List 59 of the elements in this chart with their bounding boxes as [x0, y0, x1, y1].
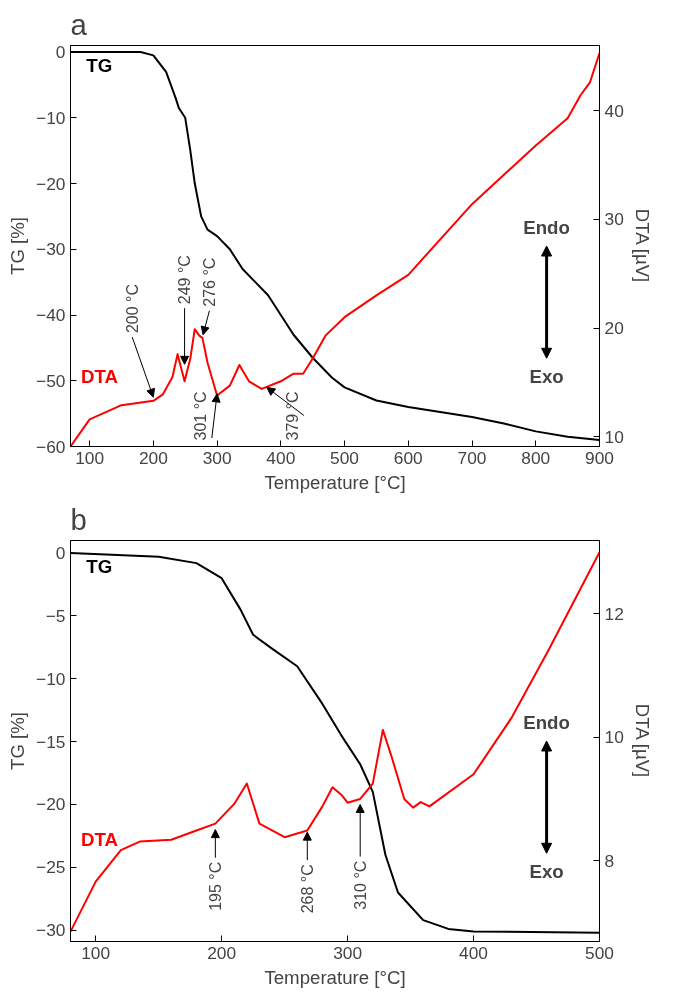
annotation: 379 °C [283, 391, 301, 441]
y2-axis-title: DTA [µV] [631, 208, 653, 283]
y-tick-label: −30 [36, 920, 66, 941]
y-tick-label: −20 [36, 173, 66, 194]
x-tick-label: 400 [266, 447, 296, 468]
x-tick-label: 300 [202, 447, 232, 468]
x-axis-title: Temperature [°C] [264, 966, 406, 988]
x-tick-label: 600 [393, 447, 423, 468]
annotation: Endo [523, 711, 570, 733]
x-tick-label: 800 [521, 447, 551, 468]
y-tick-label: −60 [36, 436, 66, 457]
annotation: 310 °C [351, 860, 369, 910]
y2-tick-label: 10 [604, 426, 624, 447]
x-tick-label: 500 [330, 447, 360, 468]
series-label: TG [86, 556, 113, 578]
annotation: 195 °C [206, 861, 224, 911]
y2-tick-label: 10 [604, 727, 624, 748]
series-label: DTA [81, 366, 119, 388]
series-label: DTA [81, 828, 119, 850]
annotation: Exo [529, 861, 564, 883]
annotation: 268 °C [298, 864, 316, 914]
x-tick-label: 400 [459, 942, 489, 963]
y-axis-title: TG [%] [7, 216, 29, 276]
y2-tick-label: 30 [604, 209, 624, 230]
y-tick-label: −15 [36, 731, 66, 752]
y-tick-label: −25 [36, 857, 66, 878]
series-label: TG [86, 55, 113, 77]
x-tick-label: 900 [585, 447, 614, 468]
y-axis-title: TG [%] [7, 711, 29, 771]
x-axis-title: Temperature [°C] [264, 471, 406, 493]
x-tick-label: 700 [457, 447, 487, 468]
x-tick-label: 500 [585, 942, 614, 963]
annotation: Endo [523, 216, 570, 238]
y-tick-label: −10 [36, 107, 66, 128]
y-tick-label: −20 [36, 794, 66, 815]
x-tick-label: 100 [81, 942, 111, 963]
annotation: Exo [529, 366, 564, 388]
y2-tick-label: 40 [604, 100, 624, 121]
y2-tick-label: 20 [604, 318, 624, 339]
annotation: 276 °C [200, 257, 218, 307]
x-tick-label: 200 [138, 447, 168, 468]
y2-tick-label: 8 [604, 850, 615, 871]
chart-title: a [70, 7, 88, 41]
chart-title: b [70, 502, 87, 536]
y-tick-label: −50 [36, 370, 66, 391]
y-tick-label: 0 [55, 42, 66, 63]
y-tick-label: −30 [36, 239, 66, 260]
annotation: 249 °C [176, 255, 194, 305]
y-tick-label: 0 [55, 543, 66, 564]
x-tick-label: 200 [207, 942, 237, 963]
y2-axis-title: DTA [µV] [631, 703, 653, 778]
y-tick-label: −5 [45, 605, 66, 626]
x-tick-label: 300 [333, 942, 363, 963]
annotation: 200 °C [123, 283, 141, 334]
y-tick-label: −40 [36, 305, 66, 326]
annotation: 301 °C [191, 391, 209, 441]
y2-tick-label: 12 [604, 603, 624, 624]
x-tick-label: 100 [75, 447, 105, 468]
y-tick-label: −10 [36, 668, 66, 689]
